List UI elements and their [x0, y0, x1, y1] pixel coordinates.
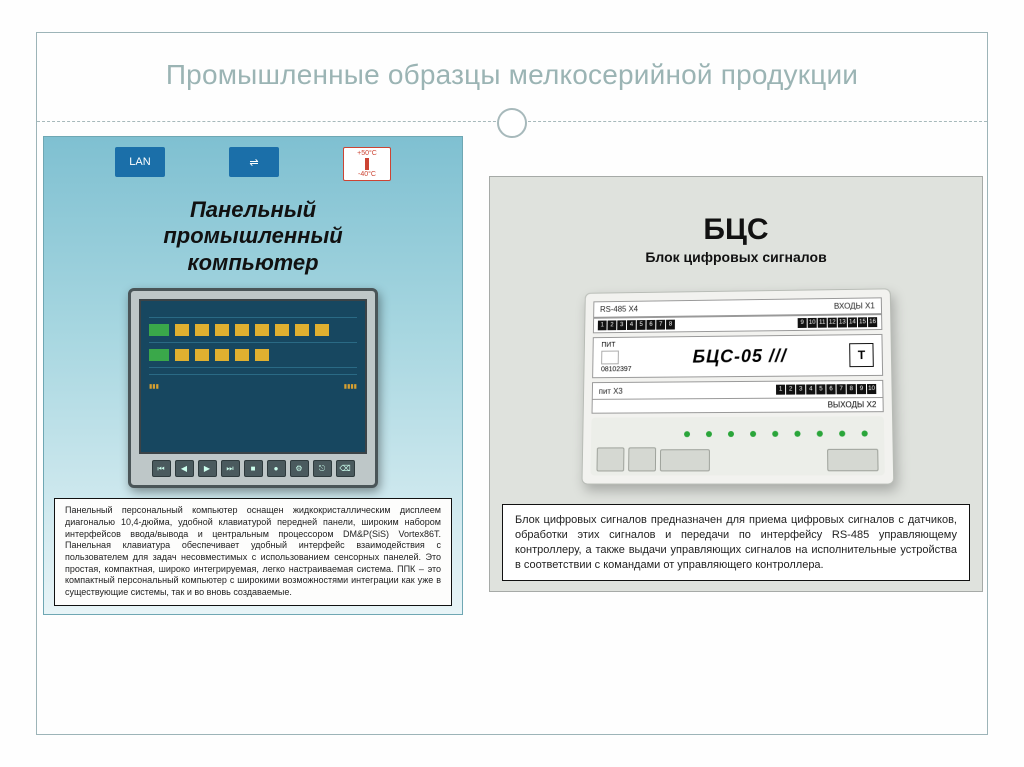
bcs-device-illustration: RS-485 X4 ВХОДЫ X1 1234 5678 9101112 131…: [581, 288, 894, 484]
panel-computer-illustration: ▮▮▮▮▮▮▮ ⏮ ◀ ▶ ⏭ ■ ● ⚙ ⎋ ⌫: [128, 288, 378, 488]
device-button-row: ⏮ ◀ ▶ ⏭ ■ ● ⚙ ⎋ ⌫: [139, 460, 367, 477]
device-button: ◀: [175, 460, 194, 477]
bcs-top-pins: 1234 5678 9101112 13141516: [593, 314, 882, 333]
led-icon: [706, 431, 712, 437]
device-button: ■: [244, 460, 263, 477]
right-title-big: БЦС: [645, 213, 826, 247]
product-card-left: LAN ⇌ +50°C -40°C Панельный промышленный…: [43, 136, 463, 615]
pit-label: ПИТ: [601, 342, 631, 349]
device-button: ⎋: [313, 460, 332, 477]
led-icon: [839, 431, 845, 437]
thermometer-icon: [365, 158, 369, 170]
device-button: ●: [267, 460, 286, 477]
left-description-box: Панельный персональный компьютер оснащен…: [54, 498, 452, 606]
output-pins: 1234 5678 910: [776, 384, 876, 395]
rs485-label: RS-485 X4: [600, 305, 638, 314]
bcs-model-name: БЦС-05 ///: [692, 345, 786, 367]
led-icon: [817, 431, 823, 437]
screen-footer: ▮▮▮▮▮▮▮: [149, 383, 357, 390]
pit-indicator-icon: [601, 351, 619, 365]
slide-title: Промышленные образцы мелкосерийной проду…: [37, 59, 987, 91]
terminal-block: [827, 449, 879, 472]
right-product-title: БЦС Блок цифровых сигналов: [645, 213, 826, 265]
serial-label: 08102397: [601, 366, 632, 373]
right-title-sub: Блок цифровых сигналов: [645, 249, 826, 265]
led-icon: [684, 431, 690, 437]
slide: Промышленные образцы мелкосерийной проду…: [0, 0, 1024, 767]
device-button: ⌫: [336, 460, 355, 477]
temperature-icon: +50°C -40°C: [343, 147, 391, 181]
pin-group-left: 1234 5678: [598, 320, 675, 331]
device-button: ⚙: [290, 460, 309, 477]
icon-row: LAN ⇌ +50°C -40°C: [115, 147, 391, 181]
terminal-block: [596, 447, 624, 471]
led-icon: [862, 430, 868, 436]
screen-row-2: [149, 349, 357, 361]
device-button: ⏮: [152, 460, 171, 477]
pit-x3-label: пит X3: [599, 386, 623, 395]
lan-icon: LAN: [115, 147, 165, 177]
led-icon: [772, 431, 778, 437]
led-icon: [794, 431, 800, 437]
temp-bot: -40°C: [358, 171, 376, 178]
bcs-logo-icon: T: [849, 343, 874, 367]
device-button: ⏭: [221, 460, 240, 477]
bcs-body: [590, 416, 884, 475]
temp-top: +50°C: [357, 150, 377, 157]
title-line-1: Панельный: [163, 197, 342, 223]
led-icon: [750, 431, 756, 437]
device-screen: ▮▮▮▮▮▮▮: [139, 299, 367, 454]
led-row: [597, 430, 878, 437]
content-area: LAN ⇌ +50°C -40°C Панельный промышленный…: [37, 136, 987, 615]
pin-group-right: 9101112 13141516: [798, 317, 878, 328]
slide-border: Промышленные образцы мелкосерийной проду…: [36, 32, 988, 735]
device-button: ▶: [198, 460, 217, 477]
inputs-label: ВХОДЫ X1: [834, 301, 875, 310]
title-line-3: компьютер: [163, 250, 342, 276]
product-card-right: БЦС Блок цифровых сигналов RS-485 X4 ВХО…: [489, 176, 983, 592]
divider: [37, 121, 987, 122]
title-line-2: промышленный: [163, 223, 342, 249]
terminal-row: [596, 447, 878, 472]
terminal-block: [628, 447, 656, 471]
right-description-box: Блок цифровых сигналов предназначен для …: [502, 504, 970, 581]
bcs-output-strip: пит X3 1234 5678 910: [592, 380, 884, 400]
led-icon: [728, 431, 734, 437]
screen-row-1: [149, 324, 357, 336]
terminal-block: [660, 449, 710, 471]
bcs-main-label: ПИТ 08102397 БЦС-05 /// T: [592, 334, 883, 378]
outputs-label: ВЫХОДЫ X2: [592, 398, 884, 414]
usb-icon: ⇌: [229, 147, 279, 177]
divider-circle-icon: [497, 108, 527, 138]
left-product-title: Панельный промышленный компьютер: [163, 197, 342, 276]
